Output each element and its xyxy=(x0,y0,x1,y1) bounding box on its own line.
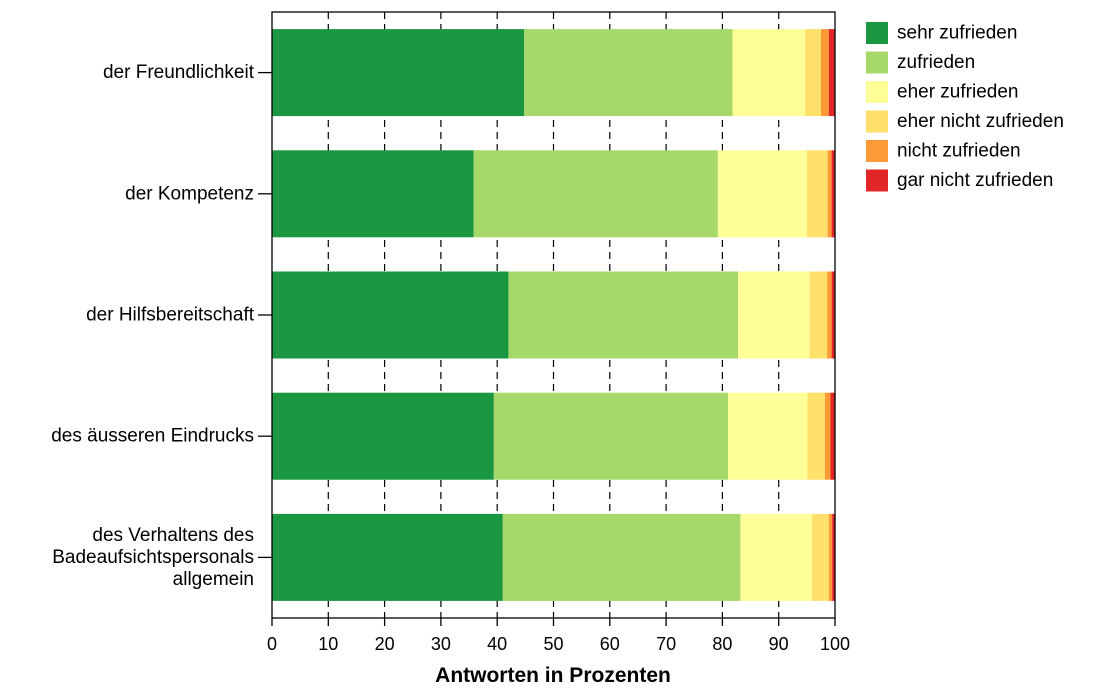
x-tick-label: 40 xyxy=(487,634,507,654)
category-label: der Kompetenz xyxy=(125,183,254,204)
x-tick-label: 60 xyxy=(600,634,620,654)
bar-segment xyxy=(502,513,741,601)
legend-swatch xyxy=(866,22,888,44)
legend-label: nicht zufrieden xyxy=(897,141,1021,162)
bar-segment xyxy=(740,513,812,601)
x-tick-label: 0 xyxy=(267,634,277,654)
x-tick-label: 20 xyxy=(375,634,395,654)
bar-segment xyxy=(272,271,509,359)
bar-segment xyxy=(732,29,806,117)
category-label: des äusseren Eindrucks xyxy=(51,426,254,447)
category-label: des Verhaltens des xyxy=(92,525,254,546)
category-label: der Hilfsbereitschaft xyxy=(86,305,255,326)
bar-segment xyxy=(806,150,828,238)
x-axis-title: Antworten in Prozenten xyxy=(435,664,671,687)
x-axis: 0 10 20 30 40 50 60 70 80 90 100 xyxy=(267,618,850,654)
bar-segment xyxy=(827,271,832,359)
legend-label: eher zufrieden xyxy=(897,82,1018,103)
category-label: Badeaufsichtspersonals xyxy=(52,547,254,568)
bar-segment xyxy=(272,513,503,601)
legend-swatch xyxy=(866,110,888,133)
bar-segment xyxy=(508,271,739,359)
bar-segment xyxy=(272,29,525,117)
legend-label: sehr zufrieden xyxy=(897,23,1017,44)
bar-segment xyxy=(524,29,733,117)
bar-segment xyxy=(805,29,821,117)
bar-segment xyxy=(493,392,729,480)
x-tick-label: 70 xyxy=(656,634,676,654)
bar-segment xyxy=(820,29,829,117)
x-tick-label: 80 xyxy=(712,634,732,654)
bar-segment xyxy=(831,271,835,359)
bar-segment xyxy=(824,392,831,480)
bar-segment xyxy=(828,29,835,117)
bar-segment xyxy=(807,392,825,480)
category-label: allgemein xyxy=(173,569,254,590)
bar-segment xyxy=(811,513,829,601)
bar-segment xyxy=(828,513,833,601)
bar-segment xyxy=(831,150,835,238)
legend-label: zufrieden xyxy=(897,52,975,73)
bars xyxy=(272,29,835,601)
category-label: der Freundlichkeit xyxy=(103,62,255,83)
bar-segment xyxy=(717,150,807,238)
x-tick-label: 90 xyxy=(769,634,789,654)
bar-segment xyxy=(272,150,474,238)
bar-segment xyxy=(832,513,835,601)
bar-segment xyxy=(809,271,828,359)
x-tick-label: 100 xyxy=(820,634,850,654)
bar-segment xyxy=(830,392,835,480)
x-tick-label: 50 xyxy=(543,634,563,654)
legend-swatch xyxy=(866,51,888,74)
legend-swatch xyxy=(866,169,888,192)
legend-label: gar nicht zufrieden xyxy=(897,170,1053,191)
bar-segment xyxy=(728,392,808,480)
x-tick-label: 30 xyxy=(431,634,451,654)
bar-segment xyxy=(738,271,810,359)
bar-segment xyxy=(473,150,718,238)
legend-swatch xyxy=(866,81,888,103)
legend-swatch xyxy=(866,140,888,162)
y-axis: der Freundlichkeit der Kompetenz der Hilfs… xyxy=(51,62,272,590)
legend-label: eher nicht zufrieden xyxy=(897,111,1064,132)
legend: sehr zufrieden zufrieden eher zufrieden ehe… xyxy=(866,22,1064,192)
x-tick-label: 10 xyxy=(318,634,338,654)
bar-segment xyxy=(272,392,494,480)
bar-segment xyxy=(827,150,832,238)
